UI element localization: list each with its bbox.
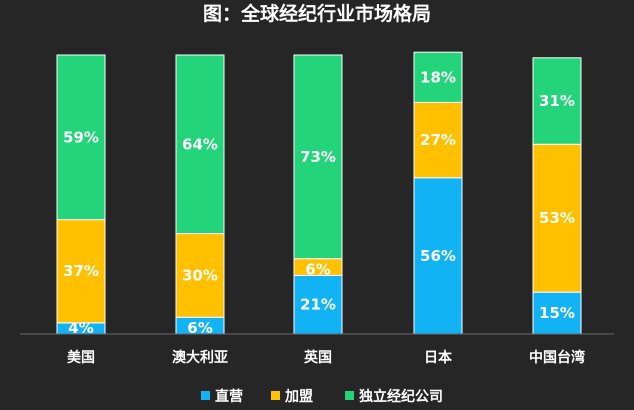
- data-label: 37%: [63, 262, 99, 280]
- data-label: 27%: [420, 131, 456, 149]
- bar-segment: [175, 54, 225, 235]
- bar-segment: [293, 274, 343, 335]
- data-label: 6%: [305, 260, 330, 278]
- data-label: 64%: [182, 135, 218, 153]
- category-label: 英国: [303, 349, 332, 366]
- category-label: 日本: [424, 349, 453, 366]
- data-label: 31%: [539, 92, 575, 110]
- bar-segment: [532, 291, 582, 335]
- category-label: 中国台湾: [529, 349, 585, 366]
- legend-swatch: [345, 391, 354, 400]
- legend-swatch: [271, 391, 280, 400]
- category-label: 美国: [67, 349, 95, 366]
- data-label: 15%: [539, 304, 575, 322]
- category-label: 澳大利亚: [172, 349, 228, 366]
- data-label: 18%: [420, 68, 456, 86]
- bar-segment: [175, 233, 225, 318]
- legend: 直营 加盟 独立经纪公司: [201, 388, 443, 405]
- legend-label: 加盟: [284, 389, 313, 405]
- data-label: 6%: [187, 319, 212, 337]
- data-label: 21%: [300, 296, 336, 314]
- category-labels: 美国 澳大利亚 英国 日本 中国台湾: [67, 349, 585, 366]
- chart-title: 图：全球经纪行业市场格局: [203, 2, 431, 25]
- bar-segment: [532, 57, 582, 145]
- bar-segment: [532, 143, 582, 293]
- bar-segment: [293, 54, 343, 260]
- data-label: 30%: [182, 266, 218, 284]
- legend-label: 直营: [215, 388, 243, 405]
- bars-group: 4% 37% 59% 6% 30% 64% 21% 6% 73% 56% 27% 18% 15% 53% 3…: [56, 51, 582, 337]
- bar-segment: [56, 219, 106, 324]
- bar-segment: [56, 54, 106, 221]
- data-label: 4%: [68, 319, 93, 337]
- data-label: 53%: [539, 209, 575, 227]
- data-label: 73%: [300, 148, 336, 166]
- legend-swatch: [201, 391, 210, 400]
- legend-label: 独立经纪公司: [359, 388, 443, 405]
- data-label: 56%: [420, 247, 456, 265]
- bar-segment: [413, 51, 463, 103]
- data-label: 59%: [63, 128, 99, 146]
